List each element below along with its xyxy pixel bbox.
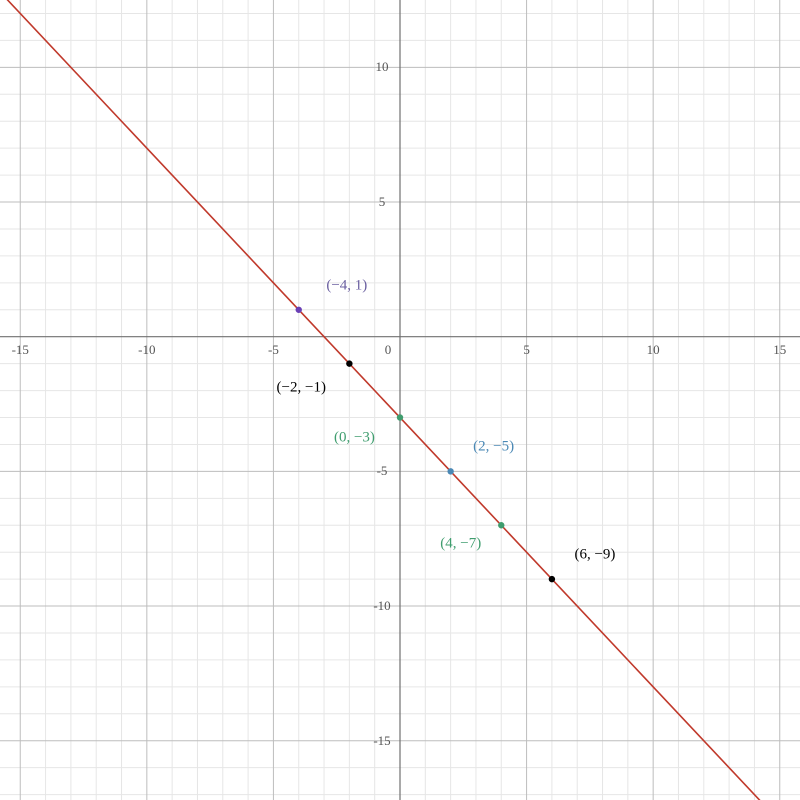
point-label: (−2, −1) [277,379,326,396]
data-point [447,468,453,474]
y-tick-label: -5 [377,463,388,479]
data-point [346,360,352,366]
x-tick-label: 5 [523,342,530,358]
y-tick-label: 5 [379,194,386,210]
origin-label: 0 [385,342,392,358]
data-point [397,414,403,420]
data-point [498,522,504,528]
coordinate-graph: -15 -10 -5 5 10 15 -15 -10 -5 5 10 0 (−4, 1) (−2, −1)… [0,0,800,800]
graph-canvas [0,0,800,800]
point-label: (6, −9) [574,546,615,563]
x-tick-label: -15 [12,342,29,358]
point-label: (2, −5) [473,439,514,456]
x-tick-label: -10 [138,342,155,358]
data-point [296,307,302,313]
x-tick-label: 15 [773,342,786,358]
x-tick-label: -5 [268,342,279,358]
x-tick-label: 10 [647,342,660,358]
y-tick-label: 10 [376,59,389,75]
y-tick-label: -10 [373,598,390,614]
y-tick-label: -15 [373,733,390,749]
point-label: (4, −7) [440,536,481,553]
data-point [549,576,555,582]
point-label: (0, −3) [334,429,375,446]
point-label: (−4, 1) [326,277,367,294]
